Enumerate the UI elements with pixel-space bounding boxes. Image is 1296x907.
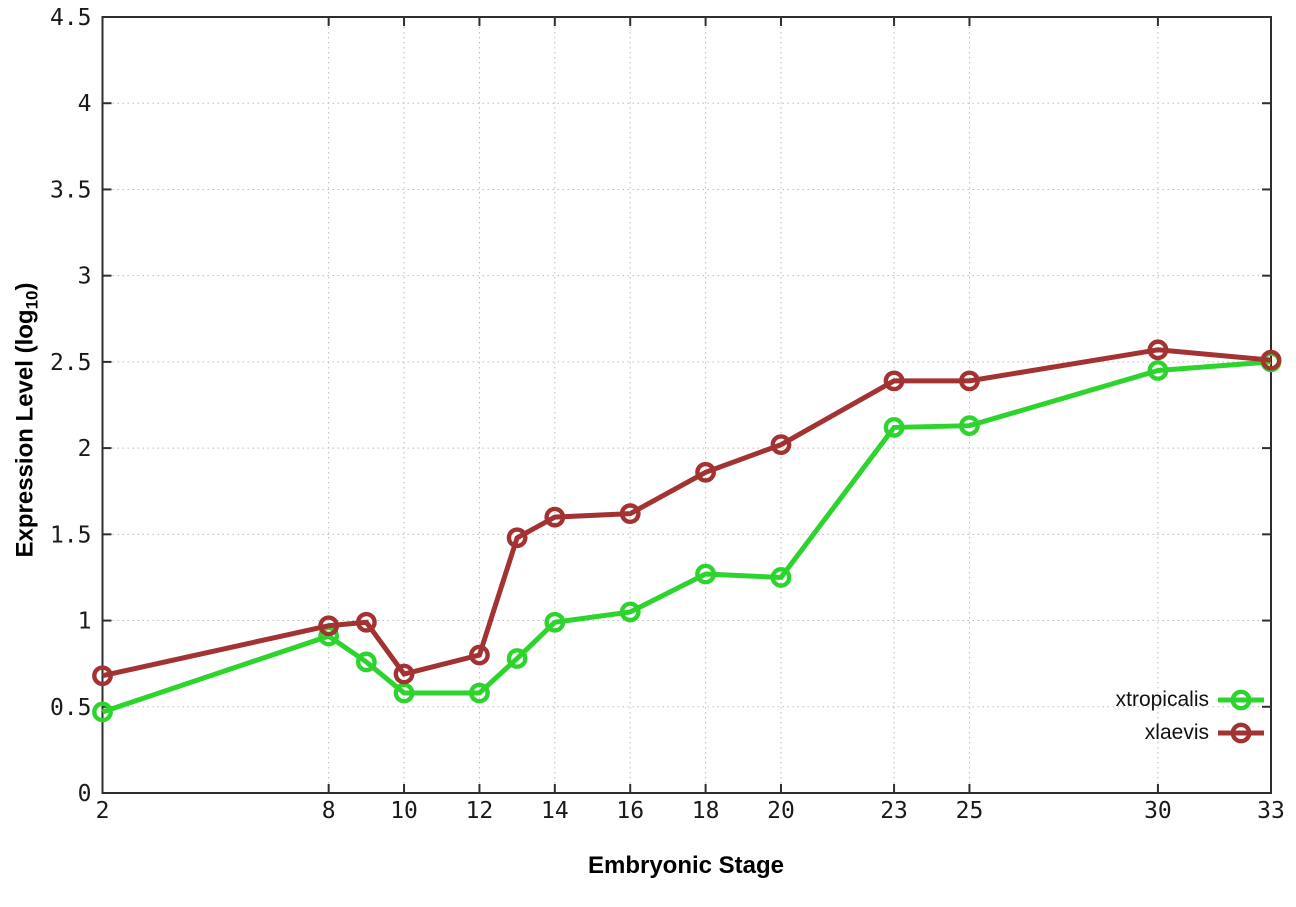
y-tick-label: 2.5 <box>50 350 92 376</box>
y-tick-label: 0.5 <box>50 695 92 721</box>
data-point-xtropicalis <box>544 611 566 633</box>
x-tick-label: 10 <box>390 798 418 824</box>
data-point-xlaevis <box>619 503 641 525</box>
series-line-xtropicalis <box>101 359 1272 715</box>
data-point-xtropicalis <box>506 648 528 669</box>
y-axis-label: Expression Level (log10) <box>12 283 43 558</box>
data-point-xtropicalis <box>92 701 113 723</box>
y-axis-label-subscript: 10 <box>22 290 42 310</box>
y-tick-label: 2 <box>78 436 92 462</box>
x-tick-label: 12 <box>466 798 494 824</box>
data-point-xlaevis <box>695 461 716 483</box>
y-tick-label: 0 <box>78 781 92 807</box>
x-tick-label: 8 <box>322 798 336 824</box>
legend: xtropicalis xlaevis <box>1116 683 1264 749</box>
data-point-xtropicalis <box>695 563 716 585</box>
x-tick-label: 2 <box>96 798 110 824</box>
data-point-xtropicalis <box>1147 360 1169 381</box>
y-tick-label: 4.5 <box>50 5 92 31</box>
data-point-xtropicalis <box>883 417 905 438</box>
series-xlaevis <box>92 339 1282 687</box>
data-point-xtropicalis <box>770 567 792 588</box>
x-tick-label: 14 <box>541 798 569 824</box>
data-point-xlaevis <box>1147 339 1169 361</box>
legend-item-xlaevis: xlaevis <box>1116 716 1264 749</box>
legend-label-xtropicalis: xtropicalis <box>1115 687 1209 711</box>
x-tick-label: 25 <box>956 798 984 824</box>
y-axis-label-end: ) <box>11 282 39 291</box>
data-point-xlaevis <box>318 615 340 637</box>
data-point-xlaevis <box>92 665 113 687</box>
data-point-xlaevis <box>469 644 490 666</box>
data-point-xlaevis <box>393 663 415 685</box>
legend-marker-xlaevis <box>1218 722 1264 743</box>
data-point-xlaevis <box>883 370 905 392</box>
legend-item-xtropicalis: xtropicalis <box>1116 683 1264 716</box>
data-point-xlaevis <box>959 370 980 392</box>
data-point-xtropicalis <box>469 682 490 704</box>
legend-label-xlaevis: xlaevis <box>1144 720 1209 744</box>
data-point-xtropicalis <box>355 651 377 673</box>
data-point-xlaevis <box>1260 349 1282 371</box>
series-xtropicalis <box>92 351 1282 723</box>
x-tick-label: 20 <box>767 798 795 824</box>
gridlines <box>102 17 1271 793</box>
x-tick-label: 23 <box>880 798 908 824</box>
y-tick-label: 3 <box>78 264 92 290</box>
x-tick-label: 16 <box>616 798 644 824</box>
legend-marker-xtropicalis <box>1218 689 1264 710</box>
x-tick-label: 18 <box>692 798 720 824</box>
x-tick-label: 33 <box>1257 798 1285 824</box>
data-point-xtropicalis <box>393 682 415 704</box>
data-point-xlaevis <box>355 611 377 633</box>
tick-labels: 2 8 10 12 14 16 18 20 23 25 30 33 0 0.5 1 1.5 2 2.5 3 3.5 4 4… <box>50 5 1285 824</box>
y-tick-label: 4 <box>78 91 92 117</box>
data-point-xtropicalis <box>619 601 641 623</box>
axes <box>101 16 1272 794</box>
x-axis-label: Embryonic Stage <box>587 852 785 879</box>
y-axis-label-main: Expression Level (log <box>11 309 39 558</box>
data-point-xtropicalis <box>959 415 980 437</box>
data-point-xlaevis <box>506 527 528 549</box>
data-point-xlaevis <box>770 434 792 456</box>
y-tick-label: 1.5 <box>50 522 92 548</box>
data-point-xlaevis <box>544 506 566 528</box>
y-tick-label: 3.5 <box>50 177 92 203</box>
y-tick-label: 1 <box>78 609 92 635</box>
series-line-xlaevis <box>101 347 1272 679</box>
x-tick-label: 30 <box>1144 798 1172 824</box>
